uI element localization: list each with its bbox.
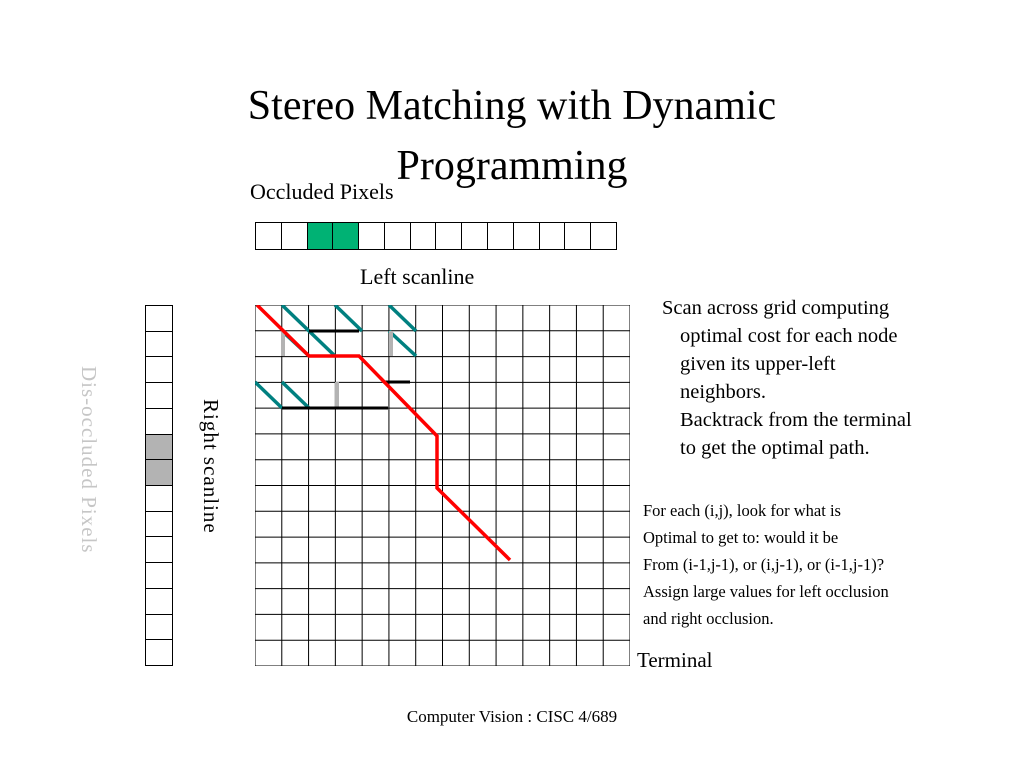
- disoccluded-pixel-cell: [145, 587, 173, 614]
- left-scanline-label: Left scanline: [360, 264, 475, 289]
- disoccluded-pixel-cell: [145, 459, 173, 486]
- terminal-label: Terminal: [637, 648, 713, 672]
- disoccluded-pixel-cell: [145, 433, 173, 460]
- match-diagonal-line: [307, 329, 337, 358]
- match-diagonal-line: [280, 305, 311, 333]
- match-diagonal-line: [387, 305, 418, 333]
- disoccluded-pixels-label: Dis-occluded Pixels: [77, 366, 101, 554]
- foreach-text-line: Optimal to get to: would it be: [643, 528, 839, 547]
- disoccluded-pixel-cell: [145, 485, 173, 511]
- match-diagonal-line: [280, 380, 311, 410]
- title-line-2: Programming: [396, 143, 628, 189]
- disoccluded-pixel-cell: [145, 510, 173, 537]
- left-scanline-squares: [255, 222, 617, 250]
- occluded-pixel-cell: [512, 222, 539, 250]
- occluded-pixels-label: Occluded Pixels: [250, 179, 394, 204]
- foreach-description-text: For each (i,j), look for what is Optimal …: [643, 497, 993, 632]
- disoccluded-pixel-cell: [145, 613, 173, 640]
- footer-text: Computer Vision : CISC 4/689: [406, 707, 618, 726]
- scan-text-line: optimal cost for each node: [680, 325, 898, 347]
- disoccluded-pixel-cell: [145, 407, 173, 434]
- occluded-pixel-cell: [332, 222, 359, 250]
- foreach-text-line: From (i-1,j-1), or (i,j-1), or (i-1,j-1)…: [643, 555, 885, 574]
- occluded-pixel-cell: [358, 222, 384, 250]
- disoccluded-pixel-cell: [145, 356, 173, 383]
- dp-grid-diagram: [255, 305, 630, 666]
- occluded-pixel-cell: [590, 222, 617, 250]
- occluded-pixel-cell: [435, 222, 462, 250]
- scan-text-line: Backtrack from the terminal: [680, 409, 912, 431]
- disoccluded-pixel-cell: [145, 562, 173, 588]
- occluded-pixel-cell: [409, 222, 436, 250]
- occluded-pixel-cell: [564, 222, 591, 250]
- occluded-pixel-cell: [461, 222, 488, 250]
- disoccluded-pixel-cell: [145, 536, 173, 563]
- occluded-pixel-cell: [487, 222, 513, 250]
- occluded-pixel-cell: [280, 222, 307, 250]
- match-diagonal-line: [255, 380, 284, 410]
- occluded-pixel-cell: [538, 222, 565, 250]
- scan-text-line: neighbors.: [680, 381, 766, 403]
- slide-title: Stereo Matching with Dynamic Programming: [0, 76, 1024, 196]
- occluded-pixel-cell: [383, 222, 410, 250]
- occluded-pixel-cell: [306, 222, 333, 250]
- foreach-text-line: For each (i,j), look for what is: [643, 501, 841, 520]
- scan-text-line: Scan across grid computing: [662, 297, 890, 319]
- disoccluded-pixel-cell: [145, 382, 173, 408]
- disoccluded-pixel-cell: [145, 305, 173, 331]
- disoccluded-pixel-cell: [145, 639, 173, 667]
- occluded-pixel-cell: [255, 222, 281, 250]
- disoccluded-pixel-cell: [145, 330, 173, 357]
- match-diagonal-line: [387, 329, 418, 358]
- title-line-1: Stereo Matching with Dynamic: [247, 83, 777, 129]
- right-scanline-squares: [145, 305, 173, 667]
- optimal-path-line: [255, 305, 512, 562]
- right-scanline-label: Right scanline: [199, 399, 223, 534]
- scan-text-line: given its upper-left: [680, 353, 836, 375]
- foreach-text-line: Assign large values for left occlusion: [643, 582, 889, 601]
- match-diagonal-line: [333, 305, 364, 333]
- scan-description-text: Scan across grid computing optimal cost f…: [662, 294, 997, 462]
- scan-text-line: to get the optimal path.: [680, 437, 870, 459]
- foreach-text-line: and right occlusion.: [643, 609, 774, 628]
